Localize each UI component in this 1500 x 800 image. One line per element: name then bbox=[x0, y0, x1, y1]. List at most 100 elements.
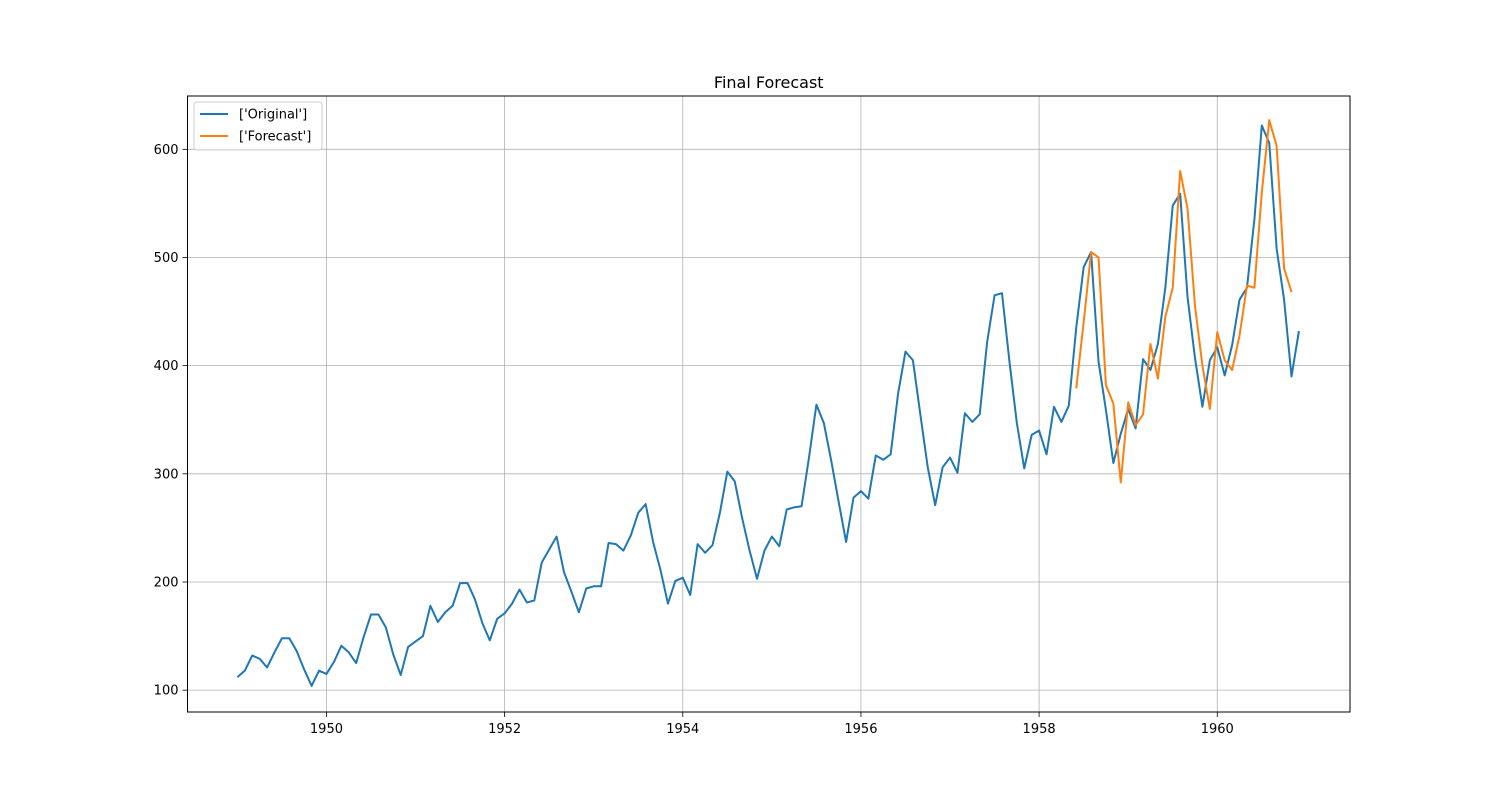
data-point bbox=[236, 676, 238, 678]
data-point bbox=[496, 618, 498, 620]
data-point bbox=[377, 613, 379, 615]
y-tick-label: 100 bbox=[154, 684, 179, 699]
data-point bbox=[897, 393, 899, 395]
data-point bbox=[882, 459, 884, 461]
data-point bbox=[481, 622, 483, 624]
data-point bbox=[600, 585, 602, 587]
data-point bbox=[1135, 427, 1137, 429]
data-point bbox=[741, 517, 743, 519]
data-point bbox=[1157, 378, 1159, 380]
data-point bbox=[1053, 406, 1055, 408]
data-point bbox=[994, 294, 996, 296]
data-point bbox=[1031, 434, 1033, 436]
data-point bbox=[251, 655, 253, 657]
data-point bbox=[622, 550, 624, 552]
data-point bbox=[259, 658, 261, 660]
data-point bbox=[311, 685, 313, 687]
y-tick-label: 500 bbox=[154, 251, 179, 266]
data-point bbox=[875, 454, 877, 456]
data-point bbox=[548, 549, 550, 551]
data-point bbox=[1149, 369, 1151, 371]
data-point bbox=[645, 503, 647, 505]
data-point bbox=[801, 505, 803, 507]
data-point bbox=[281, 637, 283, 639]
data-point bbox=[734, 480, 736, 482]
x-tick-label: 1954 bbox=[666, 722, 699, 737]
data-point bbox=[266, 666, 268, 668]
y-tick-label: 600 bbox=[154, 143, 179, 158]
data-point bbox=[763, 550, 765, 552]
data-point bbox=[541, 562, 543, 564]
x-tick-label: 1958 bbox=[1023, 722, 1056, 737]
data-point bbox=[815, 404, 817, 406]
x-tick-label: 1960 bbox=[1201, 722, 1234, 737]
y-tick-label: 300 bbox=[154, 467, 179, 482]
y-tick-label: 200 bbox=[154, 575, 179, 590]
chart-title: Final Forecast bbox=[714, 73, 824, 92]
data-point bbox=[1098, 256, 1100, 258]
data-point bbox=[1179, 170, 1181, 172]
data-point bbox=[452, 605, 454, 607]
data-point bbox=[830, 460, 832, 462]
data-point bbox=[904, 351, 906, 353]
data-point bbox=[823, 422, 825, 424]
data-point bbox=[593, 585, 595, 587]
data-point bbox=[1194, 305, 1196, 307]
series-lines bbox=[236, 119, 1300, 687]
data-point bbox=[934, 504, 936, 506]
data-point bbox=[556, 536, 558, 538]
data-point bbox=[333, 661, 335, 663]
data-point bbox=[474, 598, 476, 600]
data-point bbox=[726, 471, 728, 473]
data-point bbox=[1201, 406, 1203, 408]
data-point bbox=[504, 612, 506, 614]
data-point bbox=[608, 542, 610, 544]
data-point bbox=[1172, 287, 1174, 289]
data-point bbox=[1068, 405, 1070, 407]
data-point bbox=[778, 545, 780, 547]
data-point bbox=[615, 543, 617, 545]
data-point bbox=[563, 571, 565, 573]
data-point bbox=[1239, 299, 1241, 301]
data-point bbox=[1283, 299, 1285, 301]
data-point bbox=[674, 580, 676, 582]
data-point bbox=[956, 472, 958, 474]
data-point bbox=[1268, 142, 1270, 144]
data-point bbox=[437, 621, 439, 623]
data-point bbox=[385, 626, 387, 628]
data-point bbox=[637, 512, 639, 514]
data-point bbox=[793, 506, 795, 508]
y-tick-label: 400 bbox=[154, 359, 179, 374]
data-point bbox=[1276, 248, 1278, 250]
data-point bbox=[1201, 365, 1203, 367]
data-point bbox=[1231, 344, 1233, 346]
data-point bbox=[1112, 403, 1114, 405]
data-point bbox=[296, 650, 298, 652]
data-point bbox=[1046, 453, 1048, 455]
data-point bbox=[429, 605, 431, 607]
data-point bbox=[459, 582, 461, 584]
data-point bbox=[1187, 297, 1189, 299]
data-point bbox=[1239, 334, 1241, 336]
data-point bbox=[845, 541, 847, 543]
data-point bbox=[1135, 424, 1137, 426]
data-point bbox=[1157, 343, 1159, 345]
x-tick-label: 1952 bbox=[488, 722, 521, 737]
data-point bbox=[689, 594, 691, 596]
data-point bbox=[355, 662, 357, 664]
data-point bbox=[1268, 119, 1270, 121]
data-point bbox=[749, 550, 751, 552]
data-point bbox=[370, 613, 372, 615]
data-point bbox=[979, 413, 981, 415]
data-point bbox=[838, 501, 840, 503]
data-point bbox=[363, 636, 365, 638]
x-tick-label: 1956 bbox=[844, 722, 877, 737]
data-point bbox=[1023, 467, 1025, 469]
data-point bbox=[585, 587, 587, 589]
data-point bbox=[526, 602, 528, 604]
data-point bbox=[422, 635, 424, 637]
data-point bbox=[808, 457, 810, 459]
data-point bbox=[927, 466, 929, 468]
data-point bbox=[682, 577, 684, 579]
